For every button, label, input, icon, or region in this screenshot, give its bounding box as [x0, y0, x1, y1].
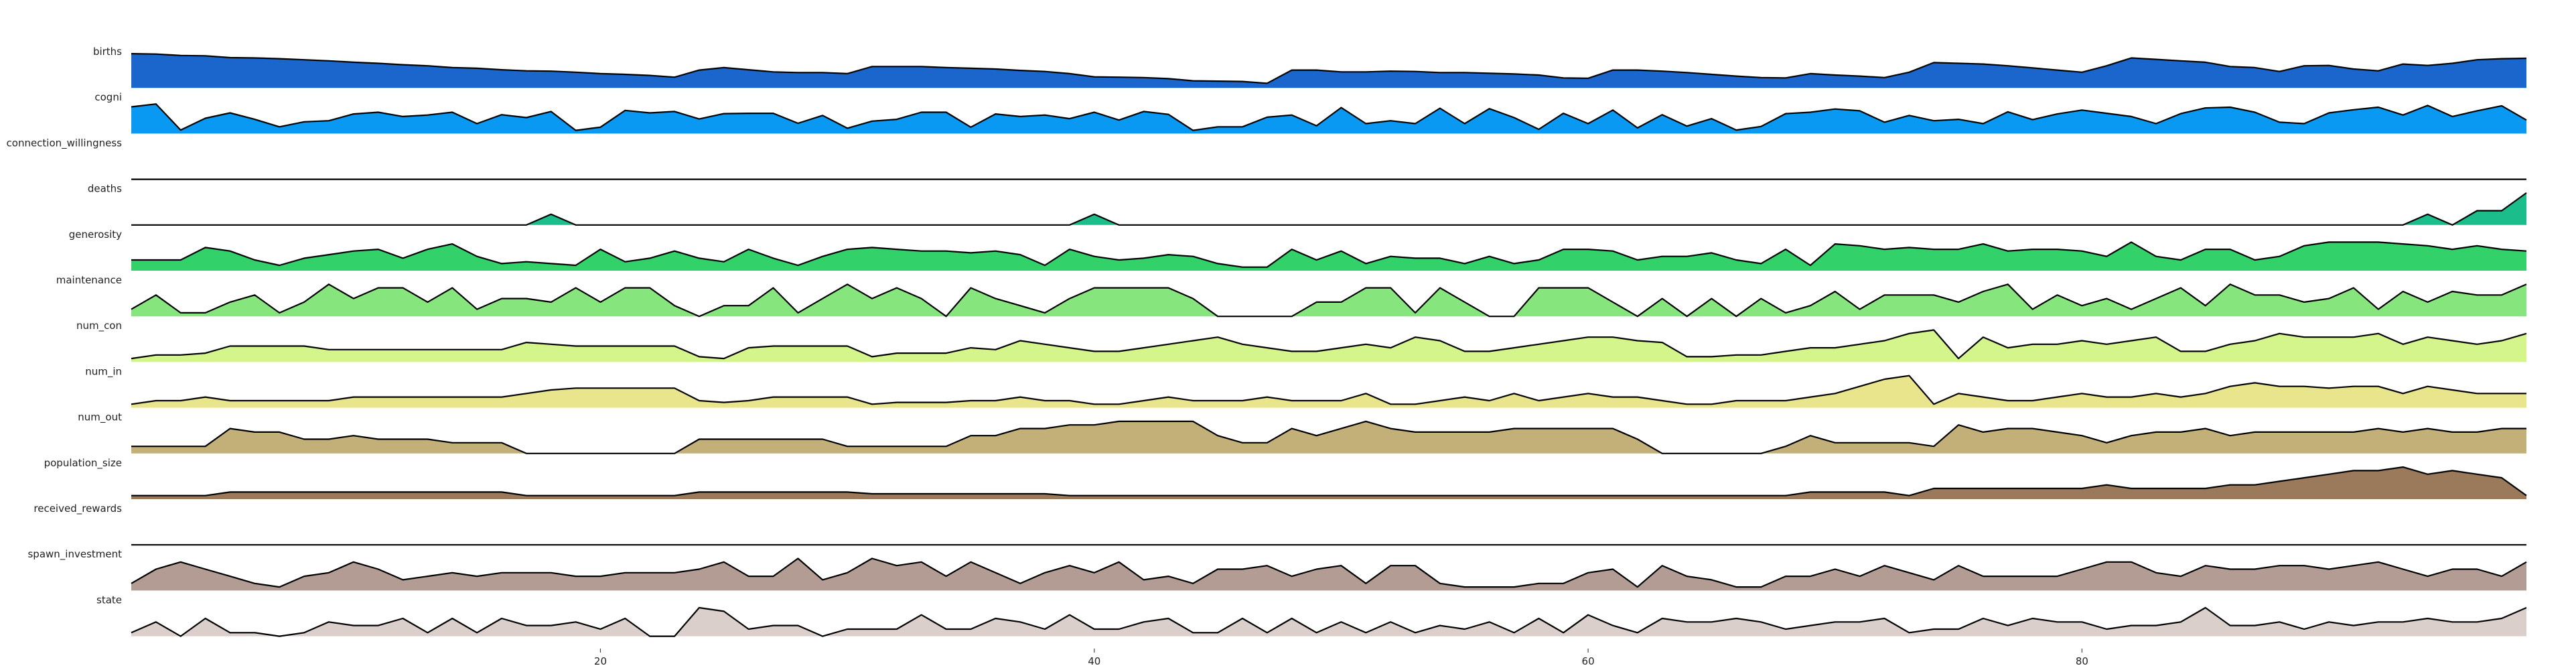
ridge-label-num_in: num_in [85, 365, 122, 378]
ridge-label-spawn_investment: spawn_investment [27, 548, 122, 561]
ridge-area-deaths [131, 192, 2526, 225]
ridge-line-spawn_investment [131, 557, 2527, 588]
ridge-row-generosity: generosity [69, 228, 2527, 271]
ridge-line-maintenance [131, 283, 2527, 318]
ridge-line-num_in [131, 375, 2526, 405]
ridge-area-maintenance [131, 284, 2526, 317]
ridge-row-population_size: population_size [44, 457, 2527, 499]
ridge-row-num_out: num_out [78, 411, 2526, 454]
ridge-label-generosity: generosity [69, 228, 122, 241]
ridge-row-cogni: cogni [94, 91, 2527, 134]
ridge-row-num_in: num_in [85, 365, 2526, 408]
ridge-row-received_rewards: received_rewards [33, 503, 2526, 546]
ridge-line-cogni [131, 103, 2527, 131]
ridge-row-births: births [93, 46, 2527, 88]
ridge-label-deaths: deaths [88, 183, 122, 195]
ridge-area-cogni [131, 104, 2526, 134]
ridge-label-state: state [96, 594, 122, 606]
ridge-line-num_con [131, 329, 2527, 360]
ridge-area-num_out [131, 421, 2526, 454]
ridge-area-num_in [131, 375, 2526, 408]
ridge-label-births: births [93, 46, 122, 58]
ridge-row-num_con: num_con [76, 320, 2527, 362]
ridge-area-state [131, 608, 2526, 636]
ridge-row-state: state [96, 594, 2527, 637]
ridge-label-num_out: num_out [78, 411, 122, 424]
x-axis: 20 40 60 80 [594, 649, 2088, 667]
ridge-row-spawn_investment: spawn_investment [27, 548, 2527, 591]
ridge-label-population_size: population_size [44, 457, 122, 470]
ridge-label-received_rewards: received_rewards [33, 503, 122, 515]
ridge-area-population_size [131, 467, 2526, 499]
x-tick-label-40: 40 [1088, 655, 1100, 667]
ridge-line-deaths [131, 192, 2527, 226]
x-tick-label-80: 80 [2076, 655, 2088, 667]
x-tick-label-60: 60 [1582, 655, 1595, 667]
ridge-area-births [131, 54, 2526, 88]
x-tick-label-20: 20 [594, 655, 607, 667]
ridge-label-num_con: num_con [76, 320, 122, 332]
ridge-line-generosity [131, 241, 2527, 268]
ridge-area-num_con [131, 330, 2526, 362]
ridge-row-connection_willingness: connection_willingness [7, 137, 2526, 180]
ridge-line-births [131, 53, 2527, 84]
ridge-label-connection_willingness: connection_willingness [7, 137, 123, 149]
ridge-area-spawn_investment [131, 558, 2526, 591]
ridge-line-state [131, 606, 2527, 637]
ridge-line-population_size [131, 466, 2527, 496]
ridge-label-cogni: cogni [94, 91, 122, 103]
ridge-label-maintenance: maintenance [56, 274, 122, 286]
ridge-line-num_out [131, 420, 2526, 454]
ridge-row-deaths: deaths [88, 183, 2527, 226]
ridge-row-maintenance: maintenance [56, 274, 2527, 318]
ridge-area-generosity [131, 242, 2526, 271]
